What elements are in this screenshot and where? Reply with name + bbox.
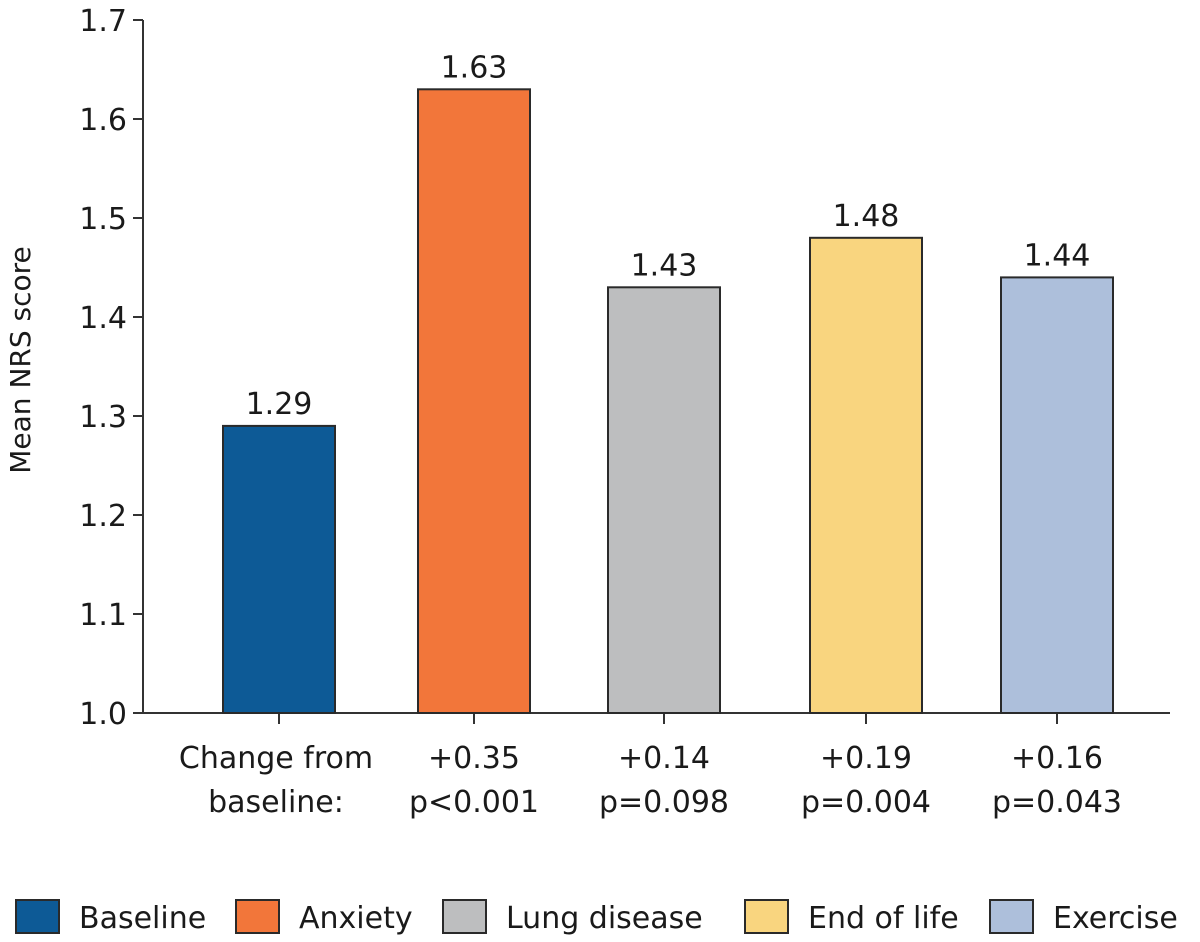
- legend-item: Baseline: [15, 899, 206, 936]
- change-value: +0.16: [1011, 741, 1103, 776]
- change-row-label-line2: baseline:: [208, 785, 344, 820]
- p-value: p=0.098: [599, 785, 729, 820]
- legend-label: Exercise: [1053, 901, 1178, 936]
- bar-end-of-life: [809, 236, 923, 715]
- y-tick-label: 1.6: [79, 103, 127, 138]
- data-label: 1.43: [631, 248, 698, 283]
- change-row-label-line1: Change from: [179, 741, 373, 776]
- p-value: p=0.043: [992, 785, 1122, 820]
- legend-label: Anxiety: [299, 901, 413, 936]
- data-labels: 1.29 1.63 1.43 1.48 1.44: [246, 50, 1091, 422]
- legend-label: Baseline: [79, 901, 206, 936]
- legend-item: Anxiety: [235, 899, 413, 936]
- legend-label: End of life: [808, 901, 959, 936]
- bar-lung-disease: [607, 286, 721, 714]
- change-value: +0.19: [820, 741, 912, 776]
- legend-item: End of life: [744, 899, 959, 936]
- data-label: 1.29: [246, 387, 313, 422]
- y-tick-label: 1.3: [79, 400, 127, 435]
- x-axis: [143, 712, 1170, 724]
- legend: Baseline Anxiety Lung disease End of life Ex…: [15, 899, 1178, 936]
- p-value: p=0.004: [801, 785, 931, 820]
- legend-swatch: [442, 899, 487, 934]
- bar-baseline: [222, 424, 336, 714]
- bar-anxiety: [417, 88, 531, 715]
- y-tick-label: 1.4: [79, 301, 127, 336]
- y-tick-label: 1.7: [79, 4, 127, 39]
- data-label: 1.63: [441, 50, 508, 85]
- bars: [222, 88, 1114, 715]
- legend-swatch: [235, 899, 280, 934]
- legend-swatch: [15, 899, 60, 934]
- legend-item: Exercise: [989, 899, 1178, 936]
- data-label: 1.48: [833, 199, 900, 234]
- y-tick-label: 1.0: [79, 697, 127, 732]
- y-axis: 1.0 1.1 1.2 1.3 1.4 1.5 1.6 1.7: [79, 4, 144, 732]
- y-tick-label: 1.2: [79, 499, 127, 534]
- legend-swatch: [744, 899, 789, 934]
- bar-exercise: [1000, 276, 1114, 714]
- legend-swatch: [989, 899, 1034, 934]
- change-value: +0.14: [618, 741, 710, 776]
- change-value: +0.35: [428, 741, 520, 776]
- data-label: 1.44: [1024, 238, 1091, 273]
- y-tick-label: 1.5: [79, 202, 127, 237]
- legend-item: Lung disease: [442, 899, 703, 936]
- y-tick-label: 1.1: [79, 598, 127, 633]
- legend-label: Lung disease: [506, 901, 703, 936]
- change-from-baseline-row: Change from baseline: +0.35 p<0.001 +0.14 p…: [179, 741, 1122, 820]
- y-axis-title: Mean NRS score: [4, 246, 37, 474]
- p-value: p<0.001: [409, 785, 539, 820]
